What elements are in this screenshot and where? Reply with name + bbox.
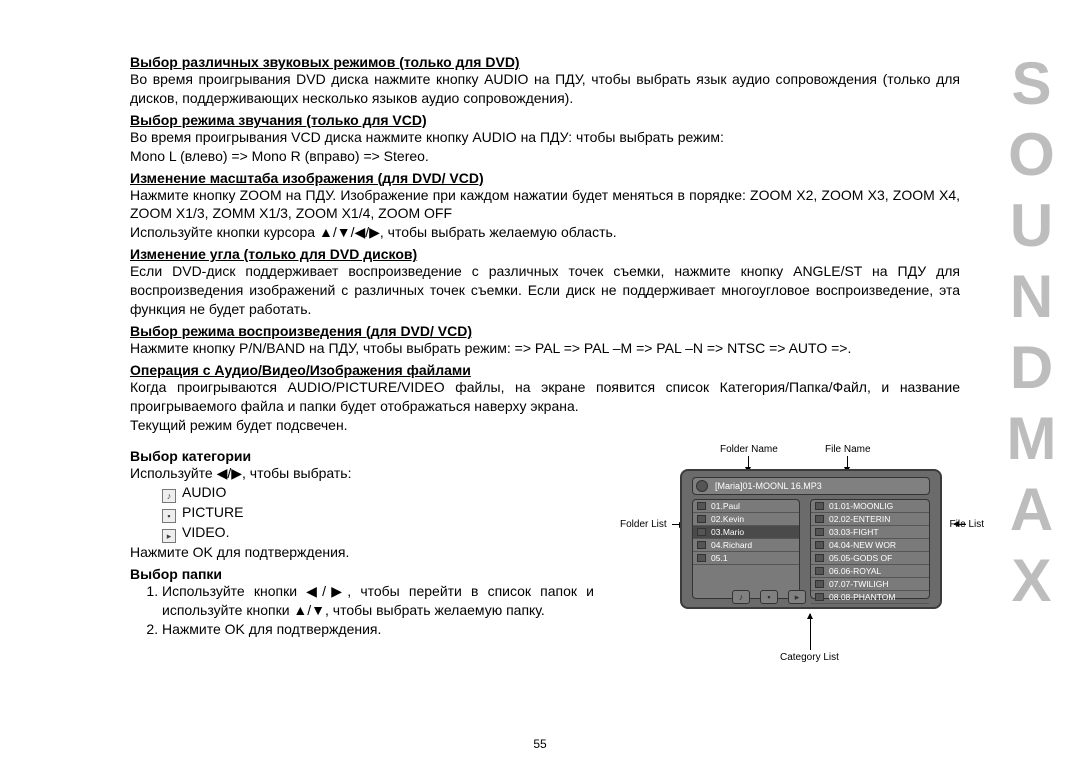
list-item: ▪ PICTURE bbox=[162, 503, 596, 523]
list-item: Используйте кнопки ◀/▶, чтобы перейти в … bbox=[162, 582, 596, 620]
para: Если DVD-диск поддерживает воспроизведен… bbox=[130, 262, 960, 319]
page-content: Выбор различных звуковых режимов (только… bbox=[130, 50, 960, 669]
music-icon bbox=[815, 502, 824, 510]
folder-list-panel: 01.Paul 02.Kevin 03.Mario 04.Richard 05.… bbox=[692, 499, 800, 599]
list-item: ▸ VIDEO. bbox=[162, 523, 596, 543]
music-icon bbox=[815, 567, 824, 575]
video-icon: ▸ bbox=[162, 529, 176, 543]
label: 07.07-TWILIGH bbox=[829, 579, 889, 589]
globe-icon bbox=[696, 480, 708, 492]
left-column: Выбор категории Используйте ◀/▶, чтобы в… bbox=[130, 444, 596, 669]
label: AUDIO bbox=[182, 484, 226, 500]
folder-icon bbox=[697, 541, 706, 549]
list-item: 07.07-TWILIGH bbox=[811, 578, 929, 591]
heading-audio-modes-dvd: Выбор различных звуковых режимов (только… bbox=[130, 54, 960, 70]
heading-audio-modes-vcd: Выбор режима звучания (только для VCD) bbox=[130, 112, 960, 128]
heading-folder: Выбор папки bbox=[130, 566, 596, 582]
label: 05.05-GODS OF bbox=[829, 553, 892, 563]
list-item: Нажмите OK для подтверждения. bbox=[162, 620, 596, 639]
player-screen: [Maria]01-MOONL 16.MP3 01.Paul 02.Kevin … bbox=[680, 469, 942, 609]
brand-logo: SOUNDMAX bbox=[997, 50, 1066, 618]
list-item: 06.06-ROYAL bbox=[811, 565, 929, 578]
label: 01.Paul bbox=[711, 501, 740, 511]
heading-angle: Изменение угла (только для DVD дисков) bbox=[130, 246, 960, 262]
para: Когда проигрываются AUDIO/PICTURE/VIDEO … bbox=[130, 378, 960, 416]
label: 05.1 bbox=[711, 553, 728, 563]
music-icon bbox=[815, 593, 824, 601]
list-item: 05.1 bbox=[693, 552, 799, 565]
label-folder-list: Folder List bbox=[620, 519, 667, 530]
para: Нажмите OK для подтверждения. bbox=[130, 543, 596, 562]
music-icon bbox=[815, 528, 824, 536]
audio-category-icon: ♪ bbox=[732, 590, 750, 604]
label: 04.04-NEW WOR bbox=[829, 540, 896, 550]
folder-icon bbox=[697, 554, 706, 562]
list-item: 02.02-ENTERIN bbox=[811, 513, 929, 526]
audio-icon: ♪ bbox=[162, 489, 176, 503]
ordered-list: Используйте кнопки ◀/▶, чтобы перейти в … bbox=[130, 582, 596, 639]
label: 01.01-MOONLIG bbox=[829, 501, 893, 511]
label: 08.08-PHANTOM bbox=[829, 592, 895, 602]
list-item: 05.05-GODS OF bbox=[811, 552, 929, 565]
music-icon bbox=[815, 554, 824, 562]
label: VIDEO. bbox=[182, 524, 229, 540]
label-category-list: Category List bbox=[780, 652, 839, 663]
label-file-name: File Name bbox=[825, 444, 871, 455]
label: 03.Mario bbox=[711, 527, 744, 537]
label: PICTURE bbox=[182, 504, 243, 520]
para: Во время проигрывания DVD диска нажмите … bbox=[130, 70, 960, 108]
right-column: Folder Name File Name Folder List File L… bbox=[620, 444, 960, 669]
screen-diagram: Folder Name File Name Folder List File L… bbox=[620, 444, 960, 669]
list-item: 08.08-PHANTOM bbox=[811, 591, 929, 604]
folder-icon bbox=[697, 515, 706, 523]
heading-category: Выбор категории bbox=[130, 448, 596, 464]
para: Во время проигрывания VCD диска нажмите … bbox=[130, 128, 960, 147]
label: 06.06-ROYAL bbox=[829, 566, 881, 576]
music-icon bbox=[815, 541, 824, 549]
para: Нажмите кнопку P/N/BAND на ПДУ, чтобы вы… bbox=[130, 339, 960, 358]
page-number: 55 bbox=[533, 737, 546, 751]
list-item: 03.Mario bbox=[693, 526, 799, 539]
para: Текущий режим будет подсвечен. bbox=[130, 416, 960, 435]
list-item: 04.04-NEW WOR bbox=[811, 539, 929, 552]
folder-icon bbox=[697, 528, 706, 536]
list-item: 04.Richard bbox=[693, 539, 799, 552]
list-item: 01.Paul bbox=[693, 500, 799, 513]
list-item: 01.01-MOONLIG bbox=[811, 500, 929, 513]
list-item: 03.03-FIGHT bbox=[811, 526, 929, 539]
list-item: 02.Kevin bbox=[693, 513, 799, 526]
picture-category-icon: ▪ bbox=[760, 590, 778, 604]
para: Используйте кнопки курсора ▲/▼/◀/▶, чтоб… bbox=[130, 223, 960, 242]
arrow-icon bbox=[954, 524, 966, 525]
file-list-panel: 01.01-MOONLIG 02.02-ENTERIN 03.03-FIGHT … bbox=[810, 499, 930, 599]
folder-icon bbox=[697, 502, 706, 510]
label-folder-name: Folder Name bbox=[720, 444, 778, 455]
heading-zoom: Изменение масштаба изображения (для DVD/… bbox=[130, 170, 960, 186]
arrow-icon bbox=[810, 614, 811, 650]
label: 02.Kevin bbox=[711, 514, 744, 524]
heading-file-ops: Операция с Аудио/Видео/Изображения файла… bbox=[130, 362, 960, 378]
video-category-icon: ▸ bbox=[788, 590, 806, 604]
title-text: [Maria]01-MOONL 16.MP3 bbox=[715, 481, 822, 491]
picture-icon: ▪ bbox=[162, 509, 176, 523]
title-bar: [Maria]01-MOONL 16.MP3 bbox=[692, 477, 930, 495]
heading-playback-mode: Выбор режима воспроизведения (для DVD/ V… bbox=[130, 323, 960, 339]
para: Mono L (влево) => Mono R (вправо) => Ste… bbox=[130, 147, 960, 166]
para: Нажмите кнопку ZOOM на ПДУ. Изображение … bbox=[130, 186, 960, 224]
list-item: ♪ AUDIO bbox=[162, 483, 596, 503]
category-row: ♪ ▪ ▸ bbox=[732, 590, 806, 604]
music-icon bbox=[815, 515, 824, 523]
label: 03.03-FIGHT bbox=[829, 527, 879, 537]
music-icon bbox=[815, 580, 824, 588]
label: 04.Richard bbox=[711, 540, 752, 550]
para: Используйте ◀/▶, чтобы выбрать: bbox=[130, 464, 596, 483]
label: 02.02-ENTERIN bbox=[829, 514, 890, 524]
